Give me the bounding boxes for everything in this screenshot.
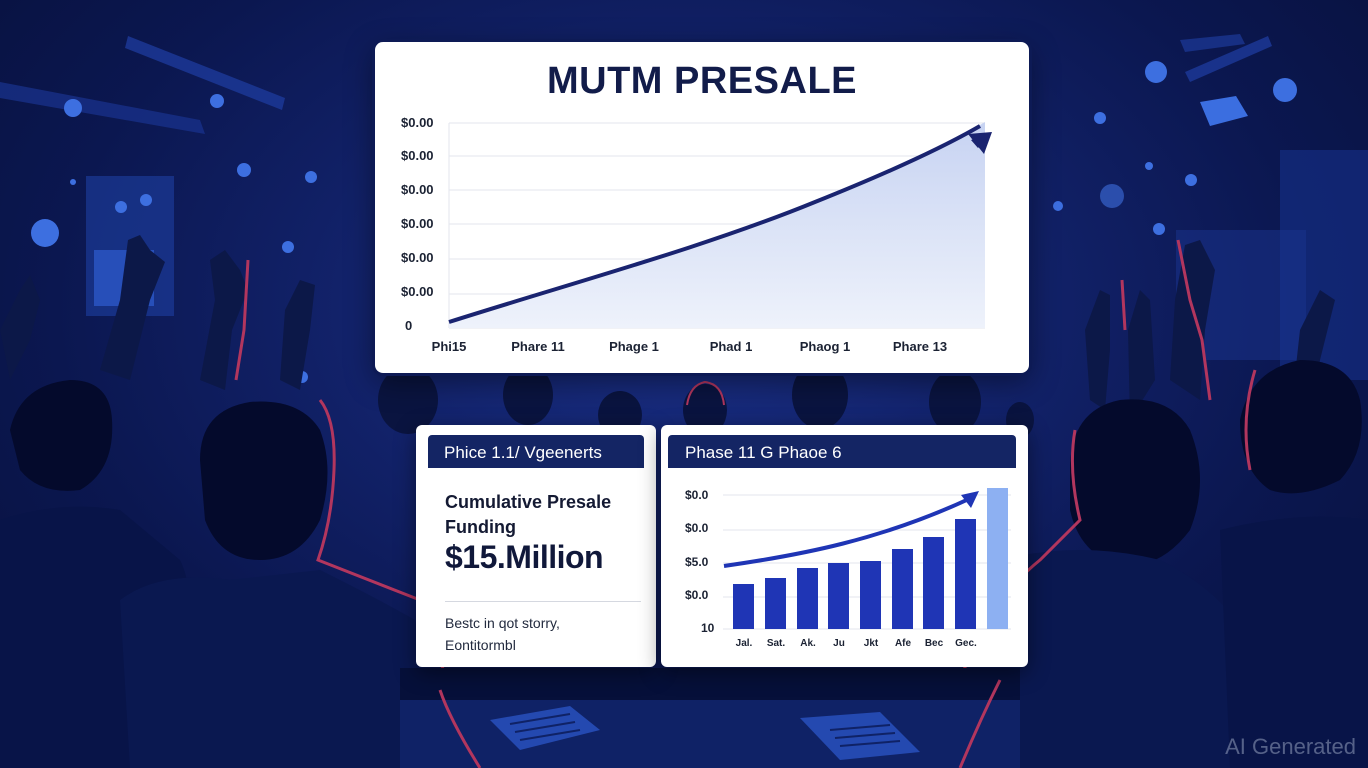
- x-tick: Gec.: [955, 638, 977, 649]
- y-tick: $0.00: [401, 250, 434, 265]
- y-tick: $0.0: [685, 521, 709, 535]
- funding-stat-card: Phice 1.1/ Vgeenerts Cumulative Presale …: [416, 425, 656, 667]
- stat-note: Eontitormbl: [445, 637, 516, 653]
- x-tick: Sat.: [766, 638, 786, 649]
- stat-note: Bestc in qot storry,: [445, 615, 560, 631]
- x-tick: Ju: [833, 638, 845, 649]
- chart-title: MUTM PRESALE: [547, 60, 857, 102]
- x-tick: Bec: [924, 638, 944, 649]
- ai-generated-watermark: AI Generated: [1225, 734, 1356, 759]
- bar-chart-card: Phase 11 G Phaoe 6 $0.0 $0.0 $5.0 $0.0 1…: [661, 425, 1028, 667]
- y-tick: $0.00: [401, 115, 434, 130]
- x-tick: Jkt: [863, 638, 879, 649]
- y-tick: $0.00: [401, 148, 434, 163]
- stat-card-header: Phice 1.1/ Vgeenerts: [428, 435, 644, 468]
- y-tick: $5.0: [685, 555, 709, 569]
- y-tick: 0: [405, 318, 413, 333]
- stat-value: $15.Million: [445, 539, 604, 575]
- bar-card-header: Phase 11 G Phaoe 6: [668, 435, 1016, 468]
- y-tick: $0.0: [685, 588, 709, 602]
- x-tick: Phi15: [431, 339, 467, 354]
- phase-bar-chart: [723, 488, 1011, 630]
- highlight-bar: [987, 488, 1008, 629]
- x-tick: Jal.: [735, 638, 753, 649]
- y-tick: $0.00: [401, 284, 434, 299]
- presale-line-chart: [448, 122, 992, 329]
- x-tick: Ak.: [800, 638, 816, 649]
- y-tick: 10: [701, 621, 715, 635]
- x-tick: Phaog 1: [799, 339, 851, 354]
- y-tick: $0.0: [685, 488, 709, 502]
- x-tick: Afe: [894, 638, 912, 649]
- y-tick: $0.00: [401, 216, 434, 231]
- stat-label: Cumulative Presale Funding: [445, 492, 612, 537]
- x-tick: Phage 1: [609, 339, 659, 354]
- x-tick: Phare 11: [511, 339, 565, 354]
- y-tick: $0.00: [401, 182, 434, 197]
- x-tick: Phad 1: [709, 339, 753, 354]
- presale-chart-panel: MUTM PRESALE $0.00 $0.00 $0.00 $0.00 $0.…: [375, 42, 1029, 373]
- x-tick: Phare 13: [892, 339, 948, 354]
- divider: [445, 601, 641, 602]
